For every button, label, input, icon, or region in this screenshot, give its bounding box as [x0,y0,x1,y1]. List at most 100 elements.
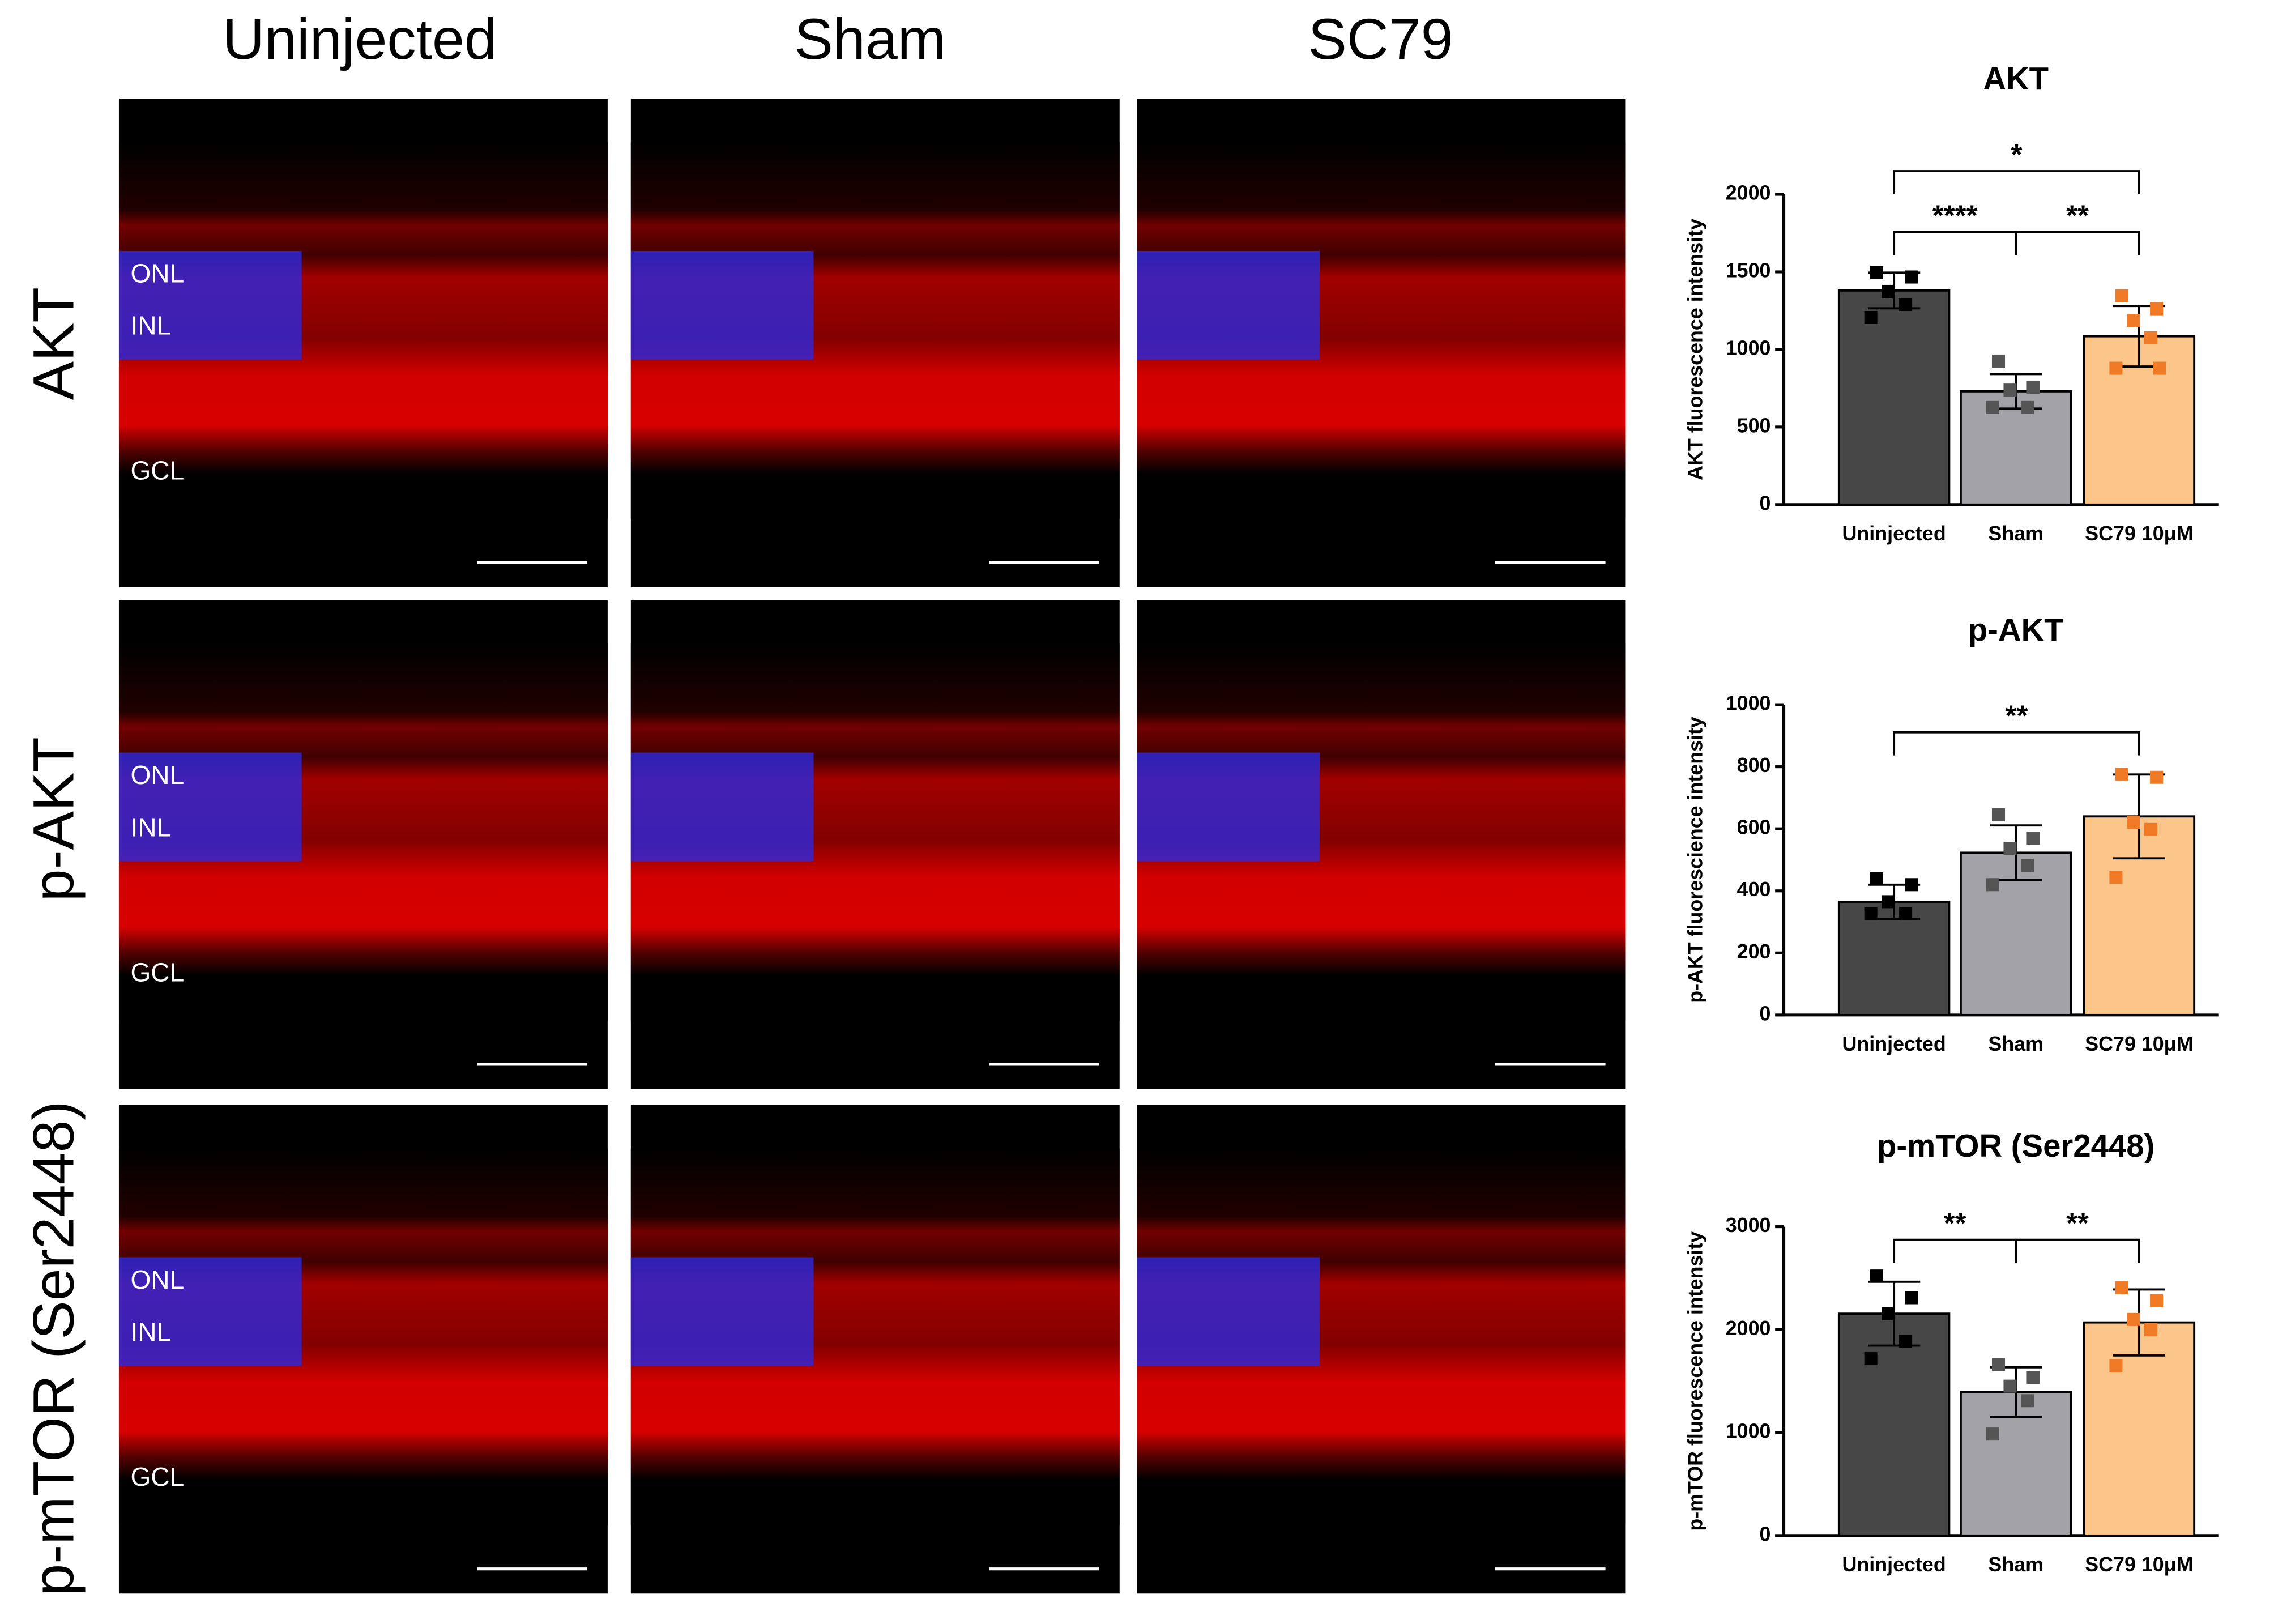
data-point [2003,842,2017,855]
layer-label: ONL [130,1265,184,1294]
y-tick-label: 1000 [1726,336,1771,359]
data-point [2144,1323,2157,1336]
data-point [1864,1352,1878,1366]
data-point [2115,768,2128,781]
y-axis-title: p-AKT fluorescience intensity [1684,717,1706,1003]
row-header: AKT [20,287,86,400]
data-point [2021,1394,2034,1408]
bar [1837,901,1951,1016]
significance-bracket [1893,231,2017,255]
data-point [1882,1307,1895,1320]
data-point [2021,859,2034,872]
significance-label: **** [1932,199,1978,232]
significance-label: ** [2066,1207,2089,1239]
layer-label: INL [130,311,171,340]
data-point [2021,400,2034,414]
data-point [2109,1359,2123,1372]
chart-title: p-AKT [1968,612,2064,647]
significance-bracket [1893,1238,2017,1263]
significance-bracket [2015,231,2140,255]
y-tick-label: 1000 [1726,692,1771,715]
y-tick-label: 2000 [1726,181,1771,204]
data-point [1870,266,1883,279]
data-point [2144,331,2157,344]
x-tick-label: Uninjected [1842,522,1946,545]
y-tick-label: 0 [1760,492,1771,514]
micrographs [118,99,1626,1594]
data-point [1905,1291,1918,1305]
blue-nuclei [118,1257,302,1366]
bar [1837,289,1951,506]
data-point [2144,822,2157,836]
y-tick-label: 3000 [1726,1214,1771,1237]
chart-title: AKT [1983,61,2049,96]
data-point [1986,400,1999,414]
x-tick-label: SC79 10μM [2085,1553,2193,1576]
y-tick-label: 2000 [1726,1317,1771,1340]
data-point [2026,832,2040,845]
data-point [2150,302,2164,316]
data-point [1991,808,2006,822]
blue-nuclei [1137,1257,1320,1366]
data-point [2003,1379,2017,1393]
x-tick-label: Uninjected [1842,1033,1946,1055]
data-point [2153,361,2166,375]
data-point [1905,878,1918,892]
blue-nuclei [1137,752,1320,862]
x-tick-label: Sham [1988,522,2043,545]
x-tick-label: Sham [1988,1033,2043,1055]
chart-title: p-mTOR (Ser2448) [1877,1128,2154,1163]
y-tick-label: 0 [1760,1523,1771,1545]
y-tick-label: 500 [1737,414,1771,437]
y-axis-title: p-mTOR fluorescence intensity [1684,1231,1706,1531]
blue-nuclei [118,752,302,862]
data-point [1991,354,2006,368]
y-tick-label: 200 [1737,940,1771,963]
data-point [1882,284,1895,298]
data-point [2115,289,2128,302]
layer-label: INL [130,1317,171,1346]
data-point [2115,1281,2128,1294]
significance-bracket [1893,731,2140,756]
layer-label: ONL [130,760,184,790]
data-point [1864,907,1878,920]
blue-nuclei [630,250,814,360]
column-header: SC79 [1308,6,1453,71]
y-tick-label: 800 [1737,754,1771,777]
data-point [2003,383,2017,397]
data-point [2026,380,2040,394]
column-header: Uninjected [223,6,497,71]
row-header: p-mTOR (Ser2448) [20,1101,86,1596]
data-point [1899,907,1913,920]
significance-label: ** [1944,1207,1966,1239]
y-tick-label: 400 [1737,878,1771,901]
significance-label: ** [2006,700,2028,732]
layer-label: ONL [130,259,184,288]
y-axis-title: AKT fluorescence intensity [1684,219,1706,480]
blue-nuclei [1137,250,1320,360]
bar [1837,1312,1951,1537]
data-point [2109,871,2123,884]
data-point [1905,270,1918,284]
x-tick-label: Uninjected [1842,1553,1946,1576]
data-point [1899,1335,1913,1348]
data-point [1882,895,1895,909]
data-point [1986,1427,1999,1441]
significance-label: ** [2066,199,2089,232]
data-point [2127,816,2140,829]
data-point [2127,314,2140,327]
data-point [2127,1312,2140,1326]
bar [2083,1321,2196,1537]
data-point [1870,1269,1883,1283]
y-tick-label: 1000 [1726,1420,1771,1443]
significance-label: * [2011,138,2023,171]
data-point [2109,361,2123,375]
x-tick-label: Sham [1988,1553,2043,1576]
data-point [1870,872,1883,885]
row-header: p-AKT [20,737,86,901]
x-tick-label: SC79 10μM [2085,1033,2193,1055]
y-tick-label: 600 [1737,816,1771,839]
layer-label: GCL [130,456,184,485]
data-point [2026,1371,2040,1384]
